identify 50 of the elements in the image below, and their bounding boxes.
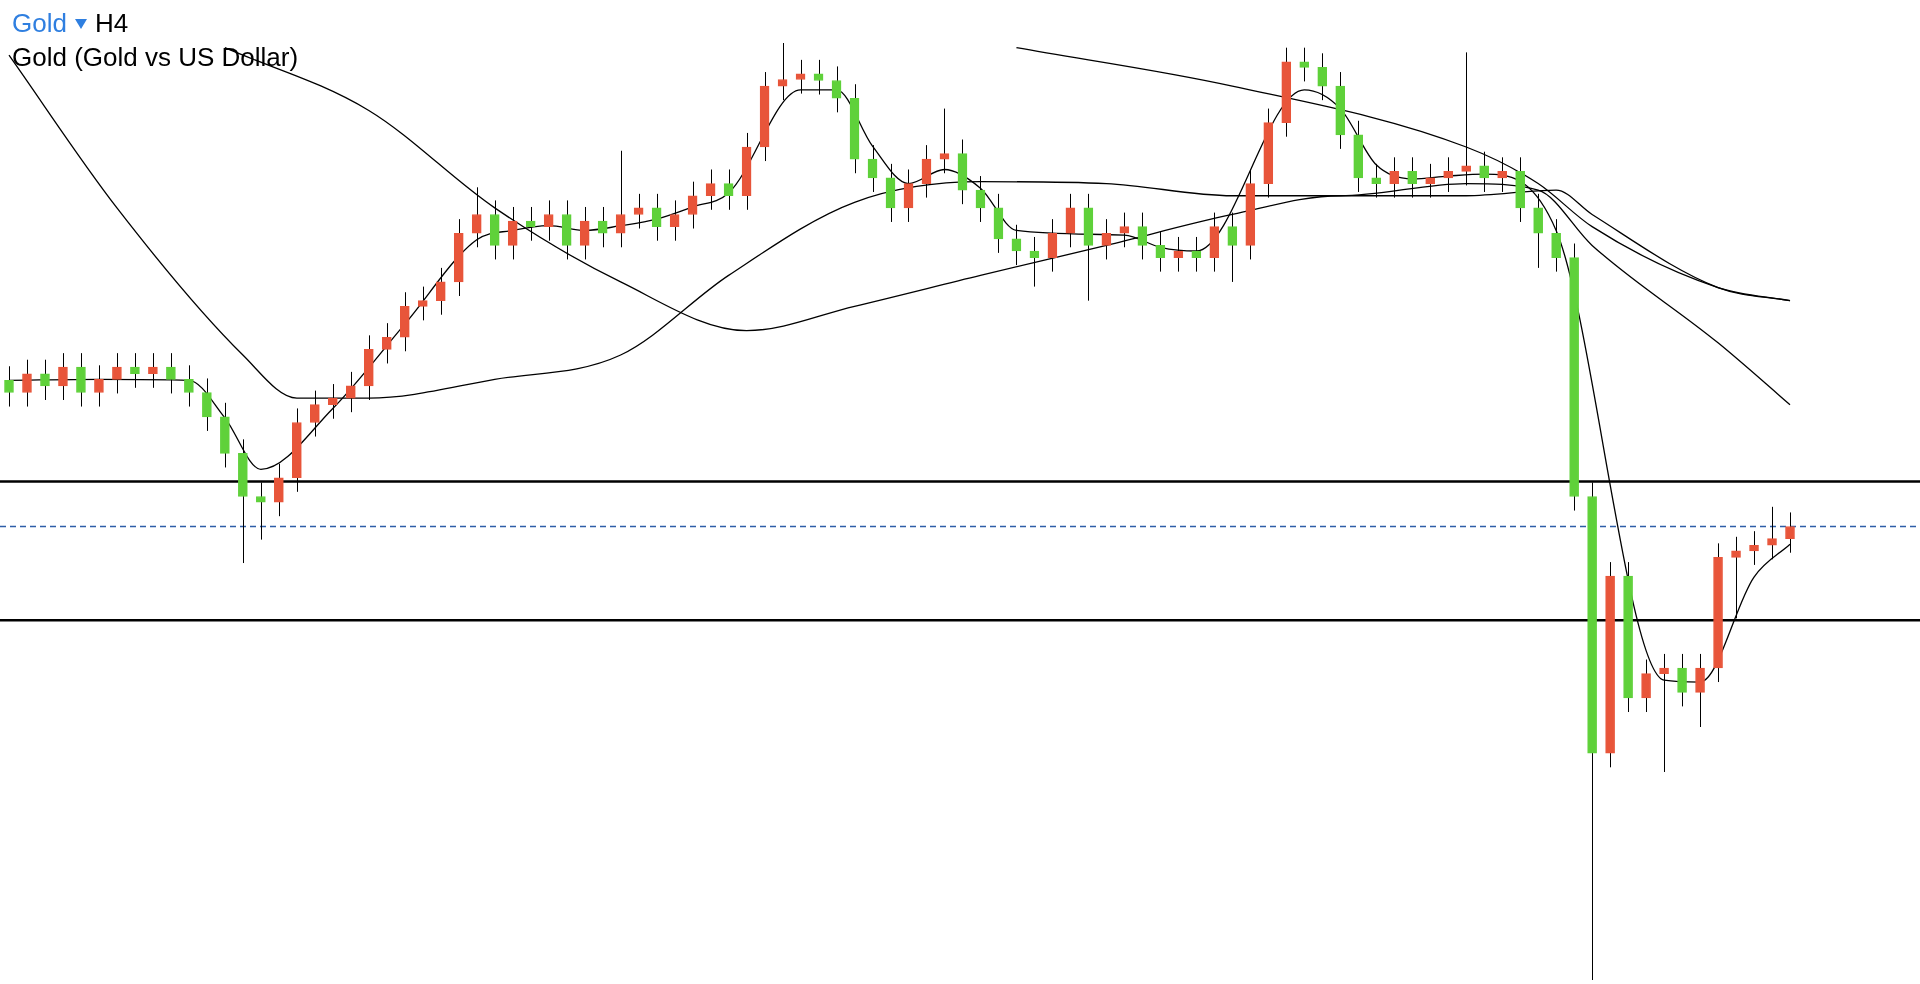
candlestick	[130, 352, 140, 389]
candlestick	[615, 150, 626, 248]
text: H4	[94, 8, 129, 38]
candlestick	[1497, 156, 1507, 193]
candlestick	[705, 169, 716, 211]
candlestick	[1227, 212, 1238, 283]
candlestick	[1407, 156, 1418, 199]
candlestick	[1119, 212, 1130, 248]
candlestick	[1443, 156, 1454, 193]
candlestick	[166, 352, 176, 394]
candlestick	[903, 169, 914, 223]
candlestick	[939, 108, 950, 174]
candlestick	[669, 199, 680, 242]
candlestick	[1047, 218, 1058, 273]
candlestick	[1767, 506, 1777, 560]
candlestick	[687, 181, 698, 230]
candlestick	[1533, 193, 1543, 269]
candlestick	[1371, 163, 1382, 199]
candlestick	[471, 186, 482, 248]
candlestick	[112, 352, 122, 394]
candlestick	[1137, 212, 1148, 260]
candlestick	[543, 199, 554, 242]
candlestick	[381, 322, 392, 364]
candlestick	[58, 352, 68, 401]
candlestick	[148, 352, 158, 389]
candlestick	[921, 144, 932, 199]
candlestick	[94, 364, 104, 408]
candlestick	[417, 286, 428, 321]
candlestick	[579, 206, 590, 260]
candlestick	[1065, 193, 1076, 248]
candlestick	[1299, 47, 1310, 82]
candlestick	[1389, 156, 1400, 199]
candlestick	[1425, 163, 1436, 199]
candlestick	[40, 359, 50, 401]
candlestick	[1101, 218, 1112, 260]
candlestick	[1479, 151, 1490, 193]
candlestick	[202, 377, 212, 432]
candlestick	[22, 359, 32, 408]
candlestick	[76, 352, 86, 408]
candlestick	[597, 206, 608, 248]
candlestick	[1749, 530, 1759, 566]
candlestick	[507, 206, 518, 260]
candlestick	[525, 206, 536, 242]
candlestick	[184, 364, 194, 408]
candlestick	[435, 267, 446, 316]
candlestick	[723, 169, 734, 211]
candlestick	[1641, 659, 1651, 713]
candlestick	[1155, 230, 1166, 273]
candlestick	[1551, 218, 1561, 273]
chart-title: Gold	[12, 8, 67, 38]
